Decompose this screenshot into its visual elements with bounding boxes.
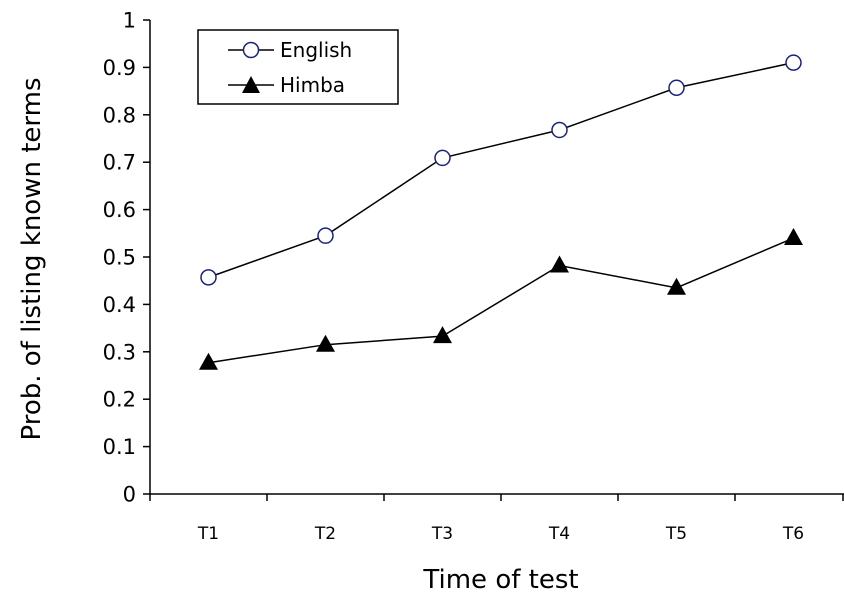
- y-tick-label: 0.6: [103, 198, 136, 222]
- legend-marker-english: [242, 41, 260, 59]
- y-axis-title: Prob. of listing known terms: [17, 77, 47, 440]
- y-tick-label: 1: [123, 9, 136, 33]
- legend-label-english: English: [280, 38, 352, 62]
- data-point-himba: [550, 255, 569, 273]
- legend-label-himba: Himba: [280, 73, 345, 97]
- data-point-english: [434, 149, 451, 167]
- y-axis: 0 0.1 0.2 0.3 0.4 0.5 0.6 0.7 0.8 0.9 1: [103, 9, 151, 507]
- x-tick-label: T4: [548, 524, 570, 544]
- data-point-himba: [667, 277, 686, 295]
- data-point-english: [317, 227, 334, 244]
- data-point-himba: [433, 326, 452, 344]
- y-tick-label: 0.5: [103, 246, 136, 270]
- legend: English Himba: [197, 29, 399, 105]
- x-tick-label: T3: [431, 524, 453, 544]
- data-point-english: [200, 269, 217, 286]
- y-tick-label: 0.4: [103, 293, 136, 317]
- data-point-english: [551, 121, 568, 139]
- y-tick-label: 0.3: [103, 340, 136, 364]
- series-line-himba: [208, 237, 794, 364]
- y-tick-label: 0: [123, 483, 136, 507]
- y-tick-label: 0.9: [103, 56, 136, 80]
- x-axis-title: Time of test: [422, 565, 578, 595]
- y-tick-label: 0.1: [103, 435, 136, 459]
- legend-box: [197, 29, 399, 105]
- series-line-english: [208, 61, 794, 279]
- data-point-english: [668, 79, 685, 97]
- x-tick-label: T5: [665, 524, 687, 544]
- data-point-english: [785, 54, 802, 71]
- y-tick-label: 0.2: [103, 388, 136, 412]
- y-tick-label: 0.8: [103, 103, 136, 127]
- data-point-himba: [784, 228, 803, 246]
- x-tick-label: T2: [314, 524, 336, 544]
- series-layer: [199, 54, 803, 370]
- x-tick-label: T1: [197, 524, 219, 544]
- x-axis: T1 T2 T3 T4 T5 T6: [149, 493, 844, 544]
- data-point-himba: [199, 352, 218, 370]
- legend-marker-himba: [242, 76, 260, 93]
- data-point-himba: [316, 334, 335, 352]
- y-tick-label: 0.7: [103, 151, 136, 175]
- x-tick-label: T6: [782, 524, 804, 544]
